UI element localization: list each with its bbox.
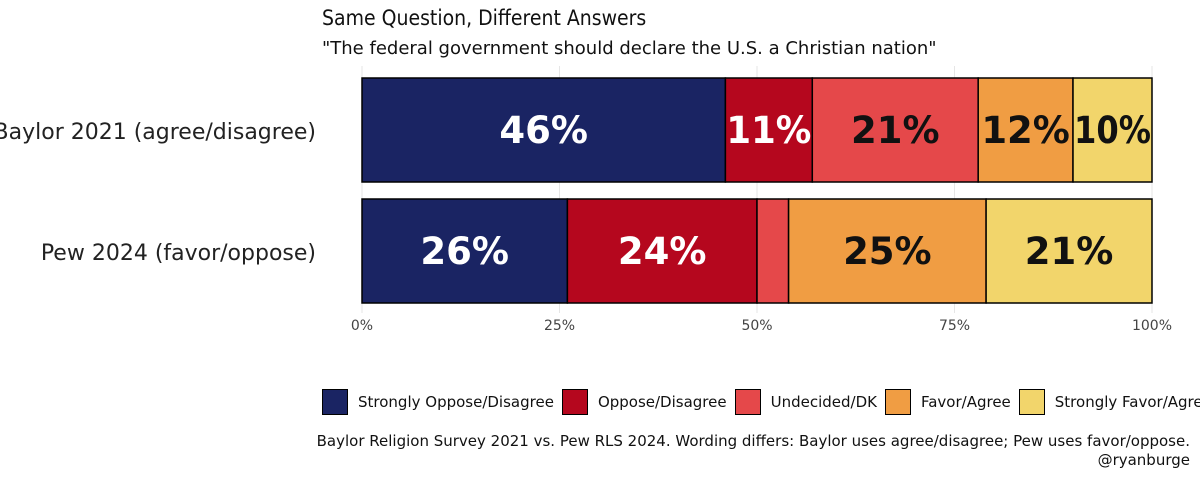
legend-swatch <box>734 389 761 415</box>
chart-subtitle: "The federal government should declare t… <box>322 38 937 59</box>
legend: Strongly Oppose/Disagree Oppose/Disagree U… <box>322 388 1200 416</box>
chart-title: Same Question, Different Answers <box>322 6 647 30</box>
x-tick-label: 50% <box>741 318 772 334</box>
data-label: 10% <box>1074 109 1151 152</box>
bar-segment <box>811 77 979 183</box>
bar-segment <box>985 198 1153 304</box>
legend-label: Favor/Agree <box>920 393 1011 411</box>
data-label: 26% <box>420 230 509 273</box>
data-label: 25% <box>843 230 932 273</box>
legend-label: Undecided/DK <box>770 393 877 411</box>
bar-segment <box>756 198 790 304</box>
category-label: Pew 2024 (favor/oppose) <box>41 241 316 266</box>
bar-segment <box>361 77 727 183</box>
data-label: 24% <box>618 230 707 273</box>
x-tick-label: 0% <box>351 318 373 334</box>
legend-item: Undecided/DK <box>734 389 877 415</box>
x-tick-label: 25% <box>544 318 575 334</box>
x-tick-label: 100% <box>1132 318 1172 334</box>
caption: Baylor Religion Survey 2021 vs. Pew RLS … <box>317 432 1190 470</box>
data-label: 12% <box>981 109 1070 152</box>
legend-label: Strongly Favor/Agree <box>1054 393 1200 411</box>
legend-label: Strongly Oppose/Disagree <box>358 393 554 411</box>
legend-swatch <box>884 389 911 415</box>
bar-segment <box>361 198 569 304</box>
bar-segment <box>977 77 1074 183</box>
data-label: 21% <box>1025 230 1114 273</box>
legend-label: Oppose/Disagree <box>597 393 727 411</box>
bar-segment <box>1072 77 1153 183</box>
caption-handle: @ryanburge <box>1097 451 1190 469</box>
legend-item: Favor/Agree <box>884 389 1011 415</box>
x-tick-label: 75% <box>939 318 970 334</box>
bar-segment <box>566 198 758 304</box>
caption-source: Baylor Religion Survey 2021 vs. Pew RLS … <box>316 432 1190 450</box>
data-label: 21% <box>851 109 940 152</box>
legend-item: Strongly Oppose/Disagree <box>322 389 554 415</box>
data-label: 11% <box>726 109 811 152</box>
data-label: 46% <box>499 109 588 152</box>
legend-item: Oppose/Disagree <box>561 389 727 415</box>
bar-segment <box>787 198 987 304</box>
legend-swatch <box>561 389 588 415</box>
legend-swatch <box>322 389 348 415</box>
category-label: Baylor 2021 (agree/disagree) <box>0 120 316 145</box>
legend-item: Strongly Favor/Agree <box>1018 389 1200 415</box>
legend-swatch <box>1018 389 1045 415</box>
